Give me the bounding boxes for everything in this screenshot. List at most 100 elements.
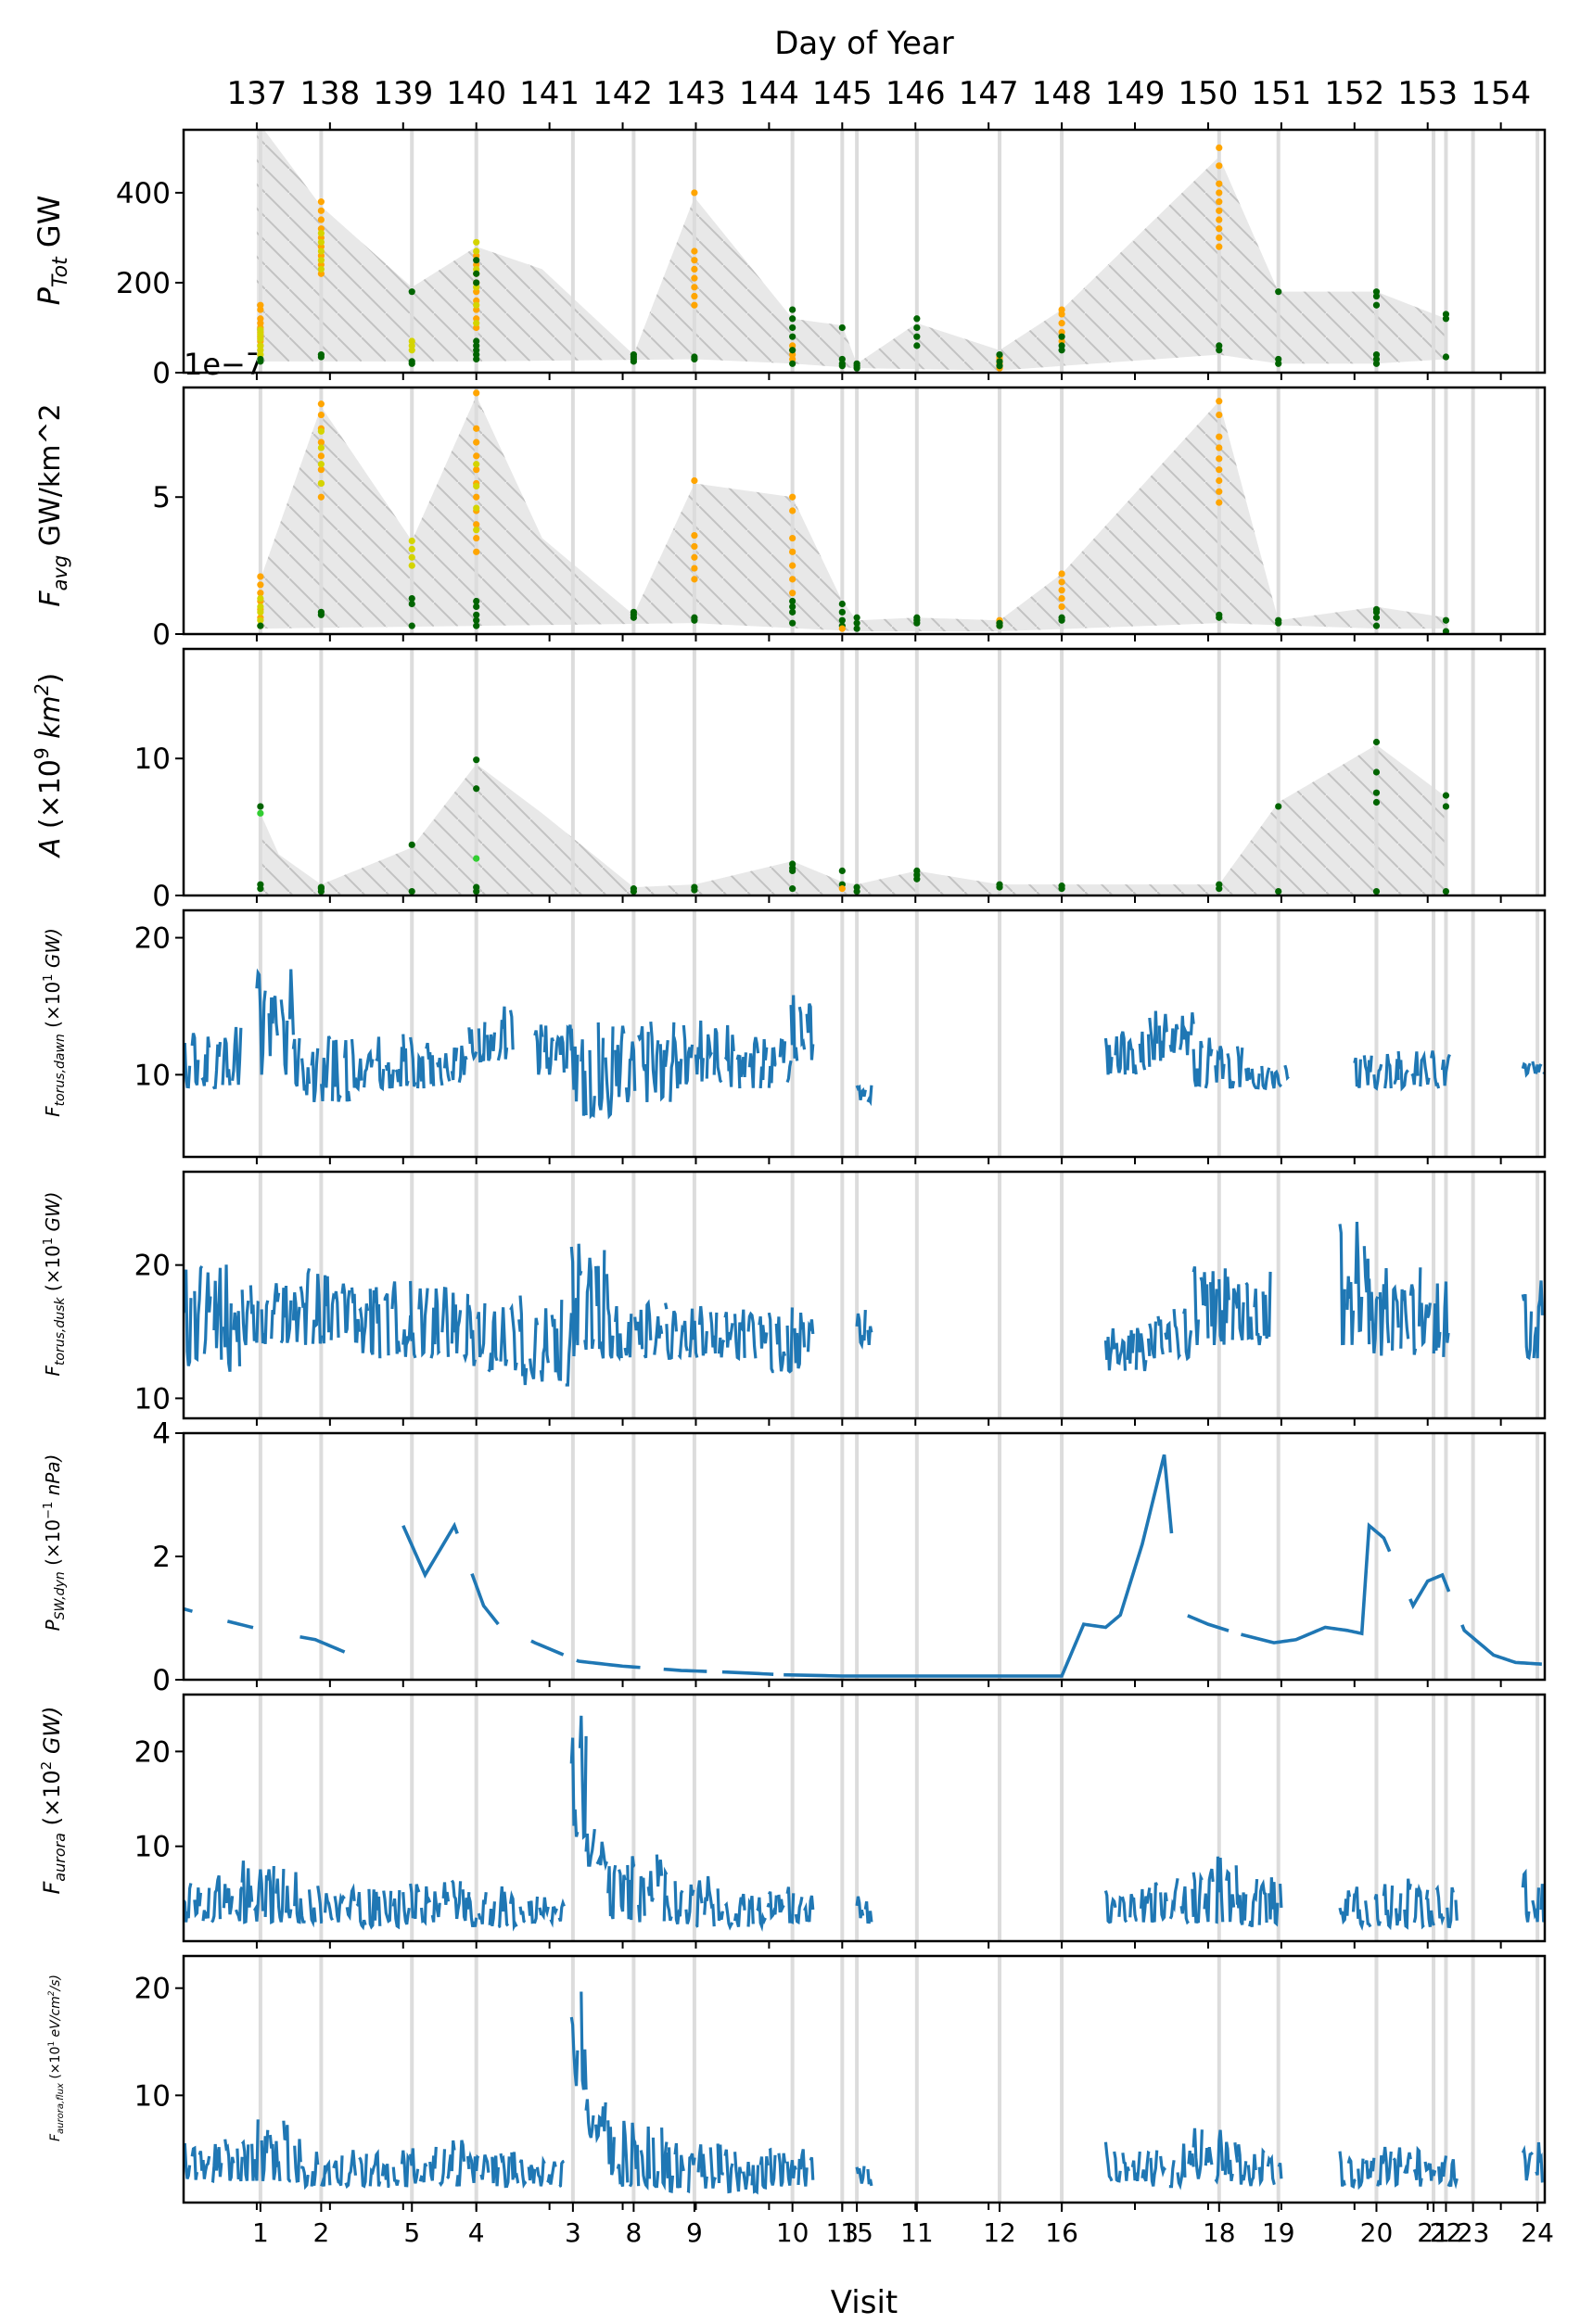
series-line: [190, 2145, 199, 2180]
data-point: [473, 622, 480, 629]
top-tick-label: 152: [1324, 75, 1384, 112]
series-line: [673, 2142, 685, 2189]
y-tick-label: 0: [152, 880, 171, 913]
series-line: [287, 969, 295, 1035]
series-line: [1191, 1040, 1204, 1087]
data-point: [913, 315, 921, 323]
series-line: [430, 1891, 441, 1923]
series-line: [1430, 1050, 1441, 1089]
series-line: [1394, 1893, 1403, 1926]
data-point: [691, 257, 698, 264]
series-line: [1376, 2154, 1385, 2187]
data-point: [473, 466, 480, 474]
data-point: [473, 301, 480, 309]
panel-plot-area: [184, 1695, 1545, 1941]
data-point: [853, 883, 860, 891]
series-line: [1521, 1293, 1534, 1361]
series-line: [235, 1886, 244, 1922]
series-line: [350, 1287, 362, 1343]
series-line: [855, 1310, 867, 1351]
data-point: [257, 326, 264, 334]
series-line: [510, 2152, 520, 2184]
data-point: [317, 265, 325, 273]
series-line: [1146, 1338, 1152, 1356]
series-line: [1393, 1059, 1400, 1085]
data-point: [1275, 288, 1282, 296]
series-line: [756, 1897, 767, 1932]
data-point: [257, 581, 264, 589]
series-line: [1103, 2141, 1114, 2182]
data-point: [1275, 355, 1282, 363]
data-point: [257, 603, 264, 611]
data-point: [1058, 306, 1065, 313]
series-line: [1103, 1890, 1117, 1924]
data-point: [853, 614, 860, 621]
series-line: [1351, 1886, 1365, 1931]
series-line: [1134, 1327, 1148, 1372]
data-point: [1372, 798, 1381, 806]
series-line: [1532, 1280, 1544, 1359]
series-line: [1179, 1886, 1190, 1925]
series-line: [274, 1869, 286, 1923]
data-point: [1216, 207, 1223, 214]
series-line: [467, 1304, 477, 1366]
data-point: [473, 270, 480, 277]
data-point: [257, 594, 264, 603]
series-line: [723, 1312, 734, 1348]
series-line: [1419, 1302, 1432, 1348]
series-line: [628, 2122, 641, 2188]
series-line: [542, 1025, 555, 1075]
series-line: [527, 2165, 537, 2184]
series-line: [1148, 1010, 1159, 1060]
series-line: [1378, 1268, 1391, 1356]
visit-tick-label: 19: [1262, 2217, 1295, 2248]
series-line: [211, 1041, 223, 1090]
series-line: [1115, 1338, 1128, 1371]
series-line: [344, 2150, 358, 2190]
y-tick-label: 200: [116, 267, 171, 300]
panel-plot-area: [256, 130, 1540, 373]
series-line: [750, 2165, 760, 2195]
series-line: [1148, 1882, 1159, 1924]
data-point: [1216, 144, 1223, 152]
data-point: [1216, 476, 1223, 485]
series-line: [1191, 1872, 1204, 1924]
data-point: [1058, 320, 1065, 327]
series-line: [651, 2137, 660, 2189]
data-point: [691, 553, 698, 561]
series-line: [665, 2147, 675, 2193]
series-line: [721, 1670, 774, 1676]
series-line: [508, 1010, 515, 1050]
data-point: [691, 292, 698, 300]
data-point: [1216, 411, 1223, 419]
series-line: [1260, 1065, 1271, 1091]
data-point: [317, 257, 325, 264]
data-point: [1058, 342, 1065, 349]
data-point: [838, 355, 846, 363]
series-line: [1235, 2144, 1248, 2185]
series-line: [1223, 2141, 1234, 2182]
data-point: [408, 288, 415, 296]
data-point: [838, 616, 846, 624]
series-line: [624, 1041, 637, 1103]
series-line: [694, 1880, 704, 1928]
panel-plot-area: [257, 649, 1540, 895]
y-tick-label: 2: [152, 1541, 171, 1574]
series-line: [267, 995, 279, 1057]
data-point: [473, 534, 480, 542]
series-line: [866, 1326, 873, 1346]
series-line: [735, 1054, 742, 1089]
series-line: [637, 1026, 650, 1102]
series-line: [797, 1006, 807, 1050]
series-line: [1364, 2157, 1376, 2179]
series-line: [595, 1841, 608, 1872]
series-line: [1382, 2146, 1393, 2186]
series-line: [293, 2139, 302, 2183]
series-line: [333, 1892, 346, 1923]
series-line: [855, 2165, 866, 2184]
series-line: [193, 1265, 204, 1363]
series-line: [350, 1038, 363, 1092]
visit-tick-label: 23: [1457, 2217, 1490, 2248]
series-line: [508, 1889, 518, 1932]
series-line: [240, 2139, 250, 2181]
